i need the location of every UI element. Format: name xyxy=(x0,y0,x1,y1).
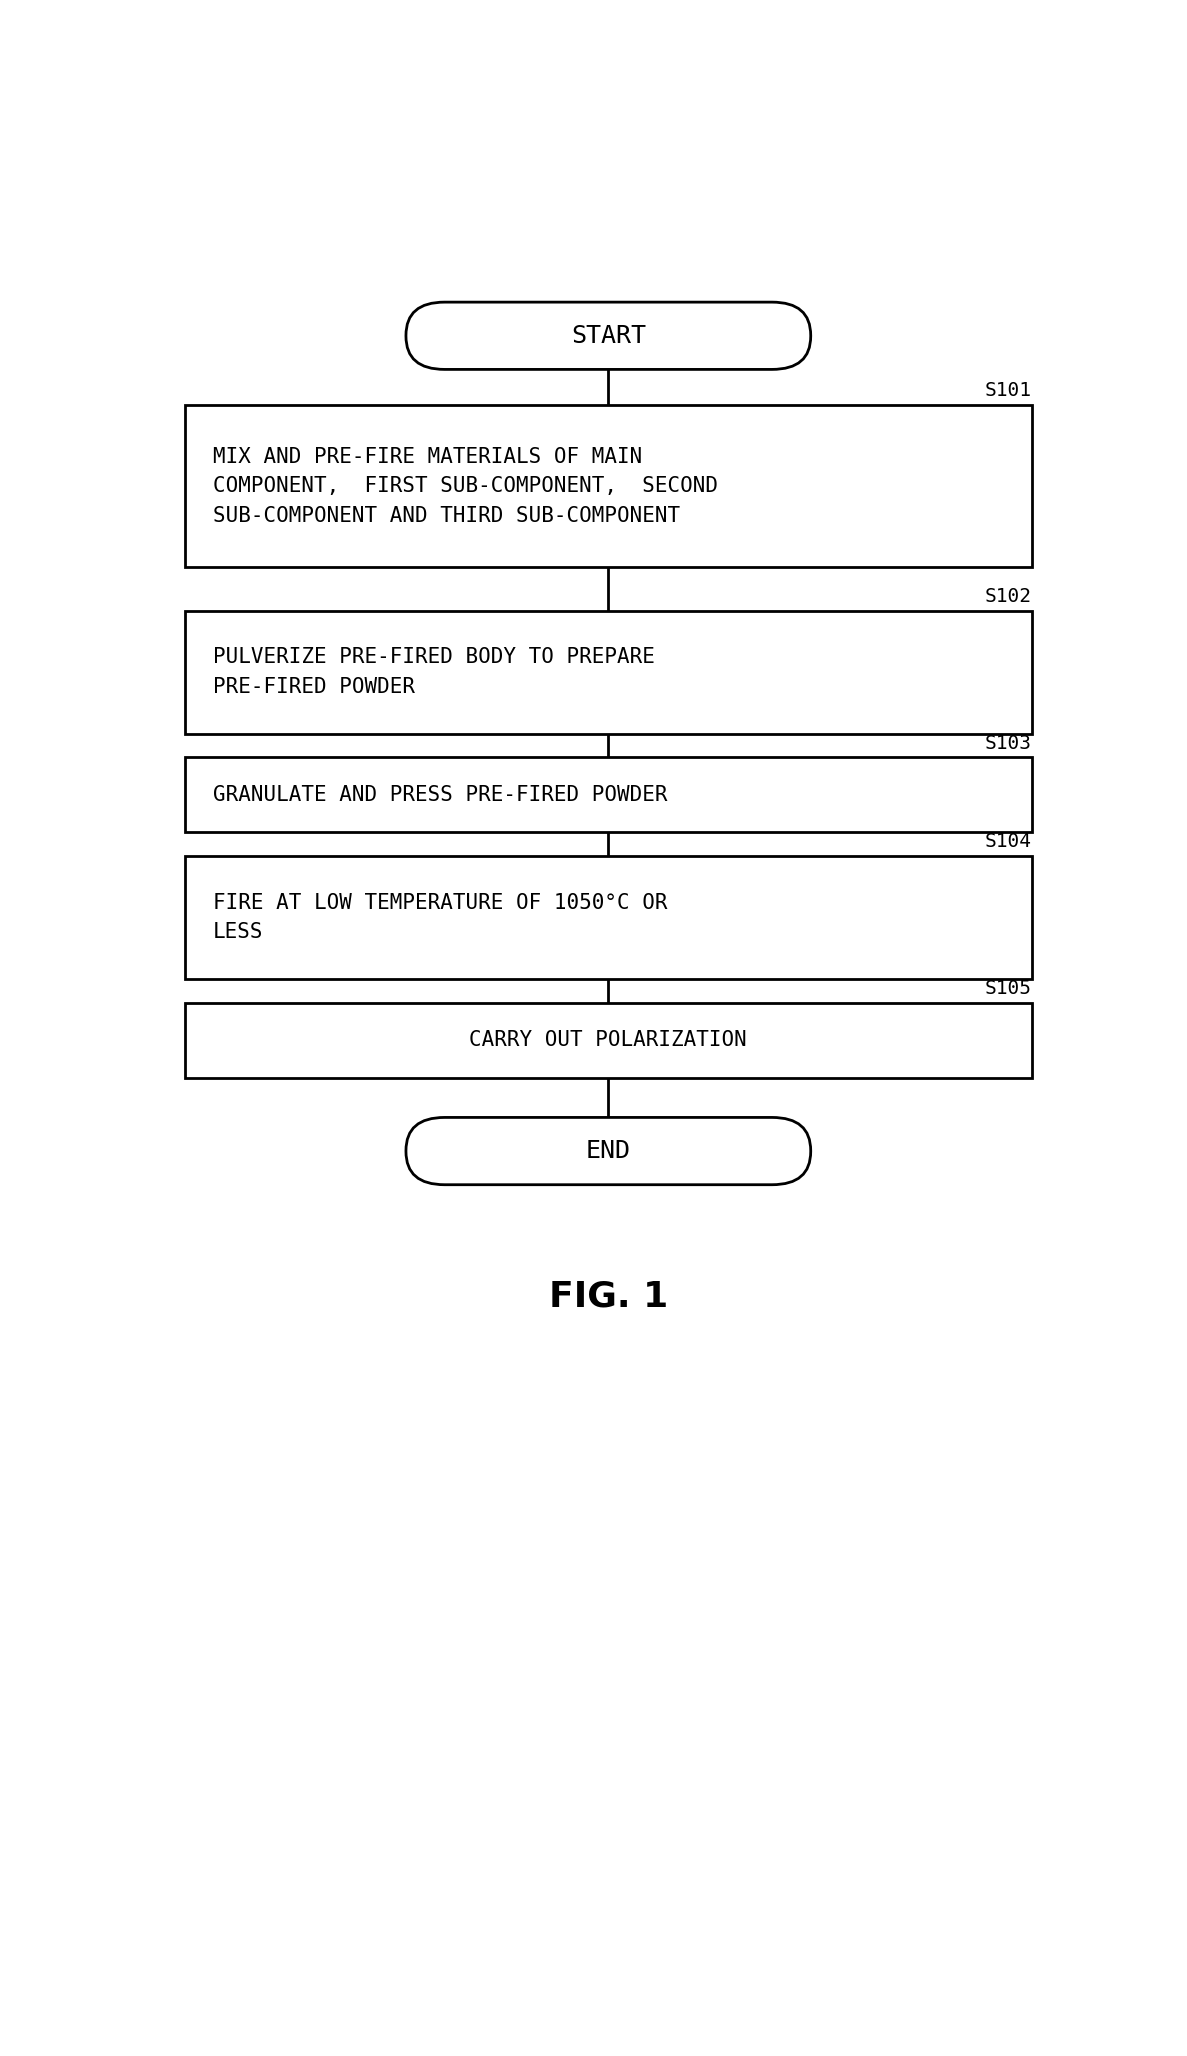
FancyBboxPatch shape xyxy=(185,855,1032,979)
Text: FIRE AT LOW TEMPERATURE OF 1050°C OR
LESS: FIRE AT LOW TEMPERATURE OF 1050°C OR LES… xyxy=(212,892,667,942)
Text: END: END xyxy=(586,1139,630,1164)
Text: S102: S102 xyxy=(984,588,1032,607)
Text: S105: S105 xyxy=(984,979,1032,997)
Text: GRANULATE AND PRESS PRE-FIRED POWDER: GRANULATE AND PRESS PRE-FIRED POWDER xyxy=(212,785,667,804)
FancyBboxPatch shape xyxy=(406,1118,811,1184)
FancyBboxPatch shape xyxy=(406,302,811,370)
Text: FIG. 1: FIG. 1 xyxy=(548,1279,668,1314)
Text: CARRY OUT POLARIZATION: CARRY OUT POLARIZATION xyxy=(470,1030,747,1051)
Text: START: START xyxy=(571,323,646,347)
FancyBboxPatch shape xyxy=(185,611,1032,734)
Text: MIX AND PRE-FIRE MATERIALS OF MAIN
COMPONENT,  FIRST SUB-COMPONENT,  SECOND
SUB-: MIX AND PRE-FIRE MATERIALS OF MAIN COMPO… xyxy=(212,446,718,526)
FancyBboxPatch shape xyxy=(185,1003,1032,1077)
Text: S101: S101 xyxy=(984,380,1032,401)
Text: S104: S104 xyxy=(984,833,1032,851)
FancyBboxPatch shape xyxy=(185,757,1032,833)
Text: S103: S103 xyxy=(984,734,1032,752)
Text: PULVERIZE PRE-FIRED BODY TO PREPARE
PRE-FIRED POWDER: PULVERIZE PRE-FIRED BODY TO PREPARE PRE-… xyxy=(212,648,655,697)
FancyBboxPatch shape xyxy=(185,405,1032,567)
